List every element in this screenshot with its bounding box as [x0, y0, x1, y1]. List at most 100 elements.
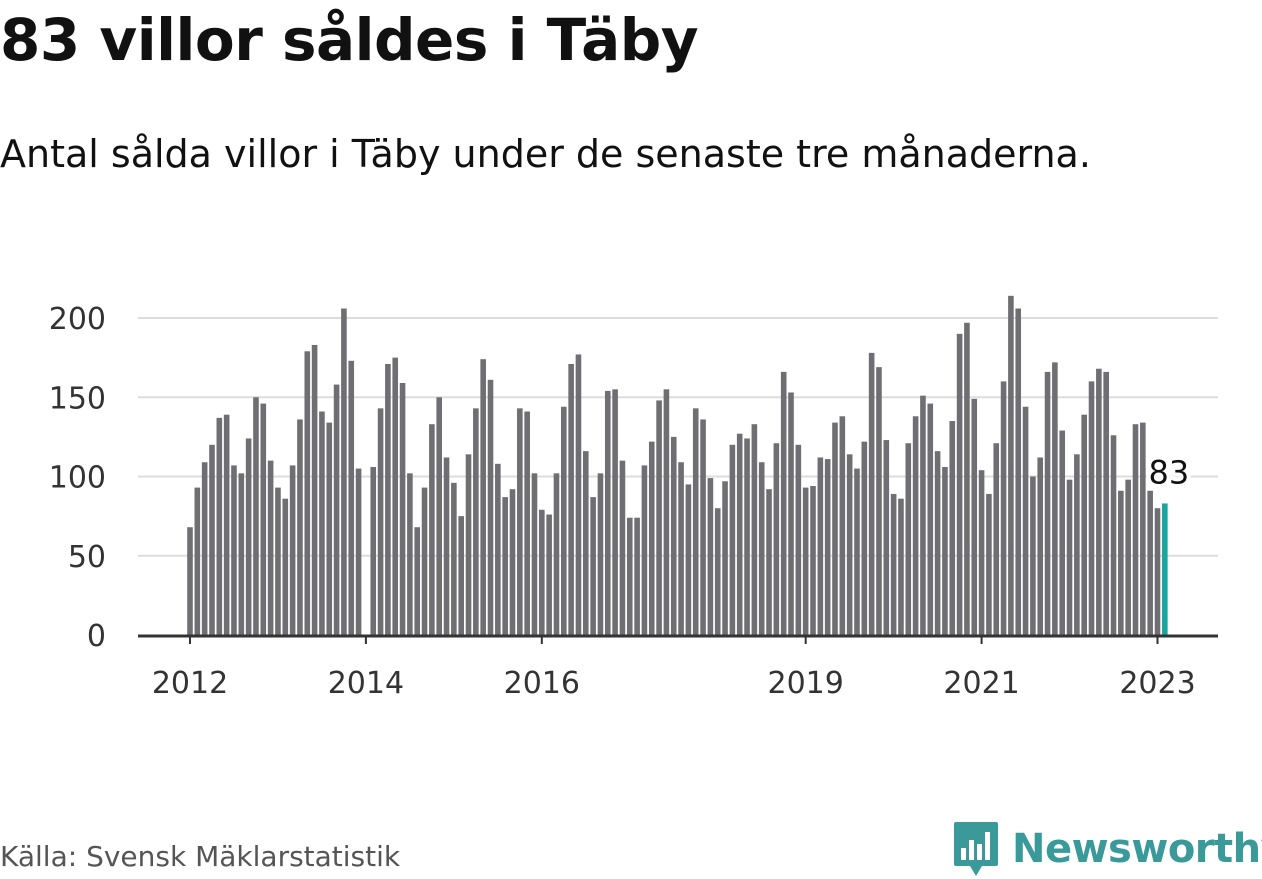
x-axis-ticks: 2012 2014 2016 2019 2021 2023 — [152, 636, 1196, 701]
bar — [890, 493, 897, 635]
bar — [1008, 295, 1014, 635]
bar — [912, 416, 919, 635]
bar — [561, 406, 567, 635]
bar — [341, 308, 347, 635]
chart-title: 83 villor såldes i Täby — [0, 6, 699, 74]
y-tick-label: 100 — [49, 461, 106, 496]
bar — [1044, 371, 1051, 635]
bar — [641, 465, 648, 635]
bar — [1110, 435, 1117, 635]
bars — [187, 295, 1168, 635]
bar — [986, 493, 992, 635]
bar — [355, 468, 362, 635]
bar — [436, 397, 443, 635]
bar — [648, 441, 655, 635]
bar — [1125, 479, 1131, 635]
bar — [333, 384, 340, 635]
bar — [216, 417, 223, 635]
bar — [934, 451, 941, 635]
bar — [575, 354, 582, 635]
bar — [920, 395, 926, 635]
y-tick-label: 200 — [49, 302, 106, 337]
bar — [824, 459, 831, 635]
bar — [1015, 308, 1022, 635]
x-tick-label: 2016 — [504, 666, 580, 701]
bar — [443, 457, 450, 635]
bar — [1118, 490, 1124, 635]
bar — [663, 389, 670, 635]
bar — [539, 509, 545, 635]
bar — [421, 487, 428, 635]
bar — [1147, 490, 1153, 635]
bar — [619, 460, 626, 635]
bar — [773, 443, 780, 635]
bar — [810, 486, 816, 635]
bar — [1132, 424, 1139, 635]
bar — [245, 438, 252, 635]
bar — [780, 371, 787, 635]
bar — [971, 398, 978, 635]
bar — [487, 379, 494, 635]
y-tick-label: 0 — [87, 619, 106, 654]
bar — [942, 466, 948, 635]
bar — [714, 508, 721, 635]
bar — [729, 444, 736, 635]
bar — [612, 389, 618, 635]
bar — [978, 470, 985, 635]
bar — [1059, 430, 1066, 635]
data-labels: 83 — [1144, 449, 1193, 495]
bar — [311, 344, 318, 635]
bar — [260, 403, 267, 635]
bar — [1081, 414, 1087, 635]
bar — [495, 463, 501, 635]
bar — [766, 489, 772, 635]
bar — [626, 517, 633, 635]
bar — [905, 443, 912, 635]
bar — [722, 481, 728, 635]
bar — [832, 422, 838, 635]
bar — [707, 478, 714, 635]
bar — [927, 403, 934, 635]
bar — [473, 408, 479, 635]
bar — [553, 473, 560, 635]
bar — [634, 517, 640, 635]
bar — [758, 462, 765, 635]
bar — [868, 352, 875, 635]
bar — [194, 487, 201, 635]
bar — [275, 487, 281, 635]
bar — [692, 408, 699, 635]
bar — [223, 414, 230, 635]
bar — [597, 473, 604, 635]
bar — [1000, 381, 1007, 635]
bar — [604, 390, 611, 635]
bar — [238, 473, 245, 635]
bar — [678, 462, 684, 635]
x-tick-label: 2014 — [328, 666, 404, 701]
bar — [1066, 479, 1073, 635]
bar — [326, 422, 333, 635]
bar — [1096, 368, 1102, 635]
bar — [304, 351, 311, 635]
bar — [509, 489, 516, 635]
bar — [231, 465, 237, 635]
bar — [846, 454, 853, 635]
bar — [685, 484, 692, 635]
bar — [1022, 406, 1029, 635]
bar — [898, 498, 904, 635]
bar — [348, 360, 355, 635]
bar — [531, 473, 538, 635]
bar — [751, 424, 758, 635]
bar-highlight — [1162, 503, 1168, 635]
bar — [1140, 422, 1146, 635]
newsworthy-logo: Newsworthy — [952, 820, 1262, 878]
highlight-value-label: 83 — [1148, 453, 1189, 491]
bar — [949, 421, 956, 635]
bar — [670, 436, 677, 635]
y-tick-label: 150 — [49, 381, 106, 416]
bar — [480, 359, 486, 635]
x-tick-label: 2023 — [1119, 666, 1195, 701]
x-tick-label: 2012 — [152, 666, 228, 701]
chart-subtitle: Antal sålda villor i Täby under de senas… — [0, 132, 1091, 176]
bar — [451, 482, 457, 635]
bar — [1074, 454, 1080, 635]
